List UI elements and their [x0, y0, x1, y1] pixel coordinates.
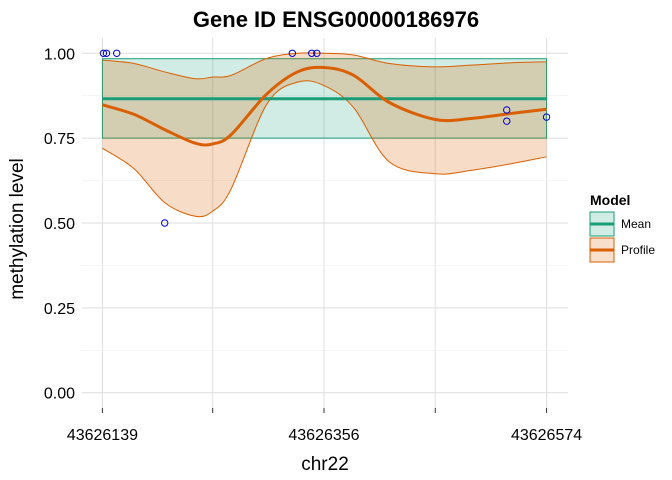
data-point — [161, 219, 169, 227]
model-lines — [101, 65, 547, 147]
data-point — [313, 49, 321, 57]
legend: Model Mean Profile — [589, 192, 655, 263]
confidence-bands — [101, 52, 548, 218]
x-axis-title: chr22 — [301, 454, 349, 475]
legend-item: Mean — [589, 211, 651, 237]
x-tick-label: 43626356 — [288, 427, 359, 444]
x-tick-label: 43626574 — [511, 427, 582, 444]
legend-label: Mean — [621, 217, 651, 231]
y-axis-title: methylation level — [7, 158, 28, 300]
axes: 43626139 43626356 43626574 0.00 0.25 0.50 0.75… — [44, 46, 582, 444]
profile-upper-bound — [102, 52, 547, 80]
y-tick-label: 0.00 — [44, 386, 75, 403]
profile-lower-bound — [102, 80, 547, 218]
profile-line — [101, 65, 547, 147]
data-point — [542, 113, 551, 121]
data-point — [288, 49, 297, 57]
data-point — [99, 49, 108, 57]
chart-title: Gene ID ENSG00000186976 — [193, 7, 479, 32]
profile-confidence-band — [102, 52, 547, 217]
data-point — [113, 49, 121, 57]
data-point — [102, 49, 111, 57]
legend-title: Model — [590, 192, 630, 208]
data-point — [503, 117, 511, 125]
y-tick-label: 0.75 — [44, 131, 75, 148]
x-tick-label: 43626139 — [67, 427, 138, 444]
y-tick-label: 1.00 — [44, 46, 75, 63]
legend-label: Profile — [621, 243, 655, 257]
data-points — [99, 49, 551, 227]
y-tick-label: 0.50 — [44, 216, 75, 233]
data-point — [308, 49, 316, 57]
grid — [82, 38, 568, 408]
y-tick-label: 0.25 — [44, 301, 75, 318]
legend-item: Profile — [589, 237, 655, 263]
data-point — [503, 106, 511, 114]
